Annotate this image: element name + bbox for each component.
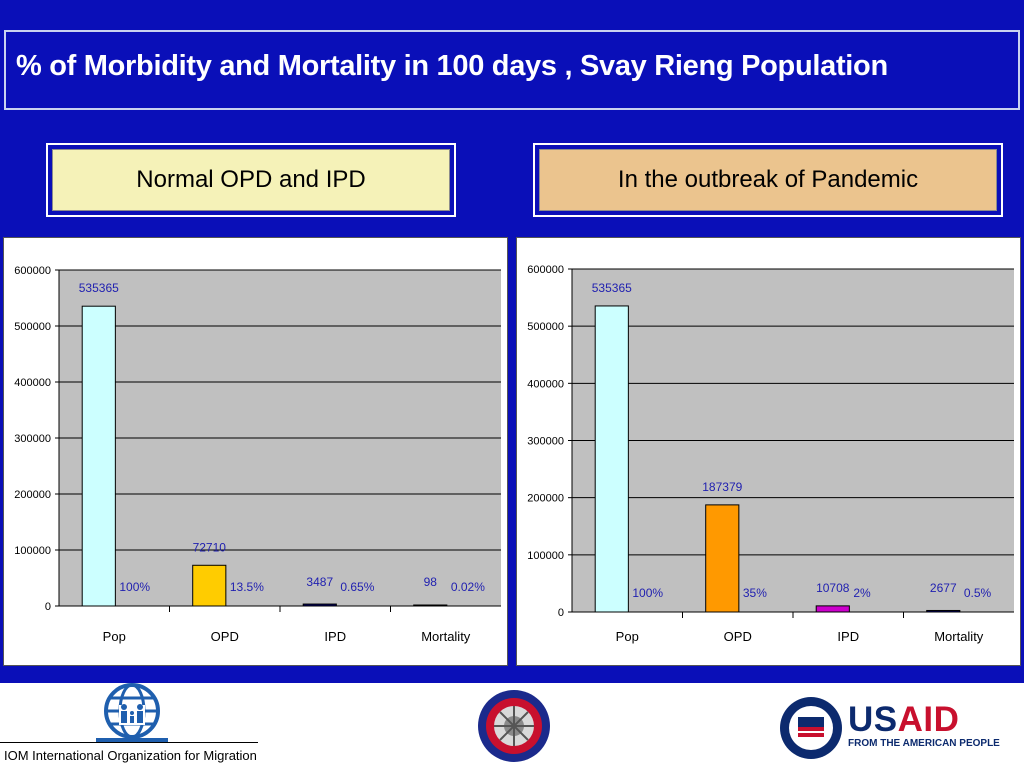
bar-chart-pandemic: 0 100000 200000 300000 400000 500000 600000 Pop…	[527, 264, 1014, 644]
category-label: Mortality	[421, 629, 471, 644]
bar-mortality	[413, 604, 448, 607]
bar-chart-normal: 0 100000 200000 300000 400000 500000 600000 Pop…	[14, 265, 501, 644]
percent-label: 13.5%	[230, 580, 264, 594]
percent-label: 0.5%	[964, 586, 992, 600]
bar-pop	[594, 305, 629, 613]
chart-panel-pandemic: 0 100000 200000 300000 400000 500000 600000 Pop…	[516, 237, 1021, 666]
iom-divider	[0, 742, 258, 743]
subtitle-pandemic: In the outbreak of Pandemic	[539, 149, 997, 211]
percent-label: 2%	[853, 586, 871, 600]
title-box: % of Morbidity and Mortality in 100 days…	[4, 30, 1020, 110]
y-tick-label: 200000	[527, 493, 564, 505]
y-tick-label: 0	[45, 601, 51, 613]
bar-pop	[81, 305, 116, 607]
value-label: 98	[424, 575, 438, 589]
subtitle-box-normal: Normal OPD and IPD	[46, 143, 456, 217]
value-label: 10708	[816, 581, 850, 595]
value-label: 187379	[702, 480, 742, 494]
percent-label: 35%	[743, 586, 767, 600]
chart-panel-normal: 0 100000 200000 300000 400000 500000 600000 Pop…	[3, 237, 508, 666]
category-label: Pop	[103, 629, 126, 644]
category-label: IPD	[324, 629, 346, 644]
iom-caption: IOM International Organization for Migra…	[4, 748, 257, 763]
y-tick-label: 500000	[14, 321, 51, 333]
y-tick-label: 400000	[527, 378, 564, 390]
category-label: IPD	[837, 629, 859, 644]
bar-opd	[705, 504, 740, 613]
footer: USAID FROM THE AMERICAN PEOPLE	[0, 683, 1024, 768]
category-label: OPD	[211, 629, 239, 644]
y-tick-label: 300000	[527, 436, 564, 448]
category-label: Mortality	[934, 629, 984, 644]
subtitle-box-pandemic: In the outbreak of Pandemic	[533, 143, 1003, 217]
usaid-tagline: FROM THE AMERICAN PEOPLE	[848, 738, 1000, 749]
value-label: 535365	[79, 281, 119, 295]
iom-logo-icon	[96, 683, 168, 742]
y-tick-label: 600000	[14, 265, 51, 277]
percent-label: 100%	[632, 586, 663, 600]
y-tick-label: 0	[558, 607, 564, 619]
value-label: 2677	[930, 581, 957, 595]
bar-ipd	[302, 603, 337, 607]
value-label: 3487	[306, 575, 333, 589]
y-tick-label: 300000	[14, 433, 51, 445]
bar-mortality	[926, 609, 961, 613]
category-label: Pop	[616, 629, 639, 644]
y-tick-label: 100000	[527, 550, 564, 562]
slide-title: % of Morbidity and Mortality in 100 days…	[16, 50, 888, 82]
category-label: OPD	[724, 629, 752, 644]
usaid-wordmark-us: US	[848, 700, 898, 739]
bar-opd	[192, 564, 227, 607]
y-tick-label: 600000	[527, 264, 564, 276]
value-label: 535365	[592, 281, 632, 295]
subtitle-normal: Normal OPD and IPD	[52, 149, 450, 211]
percent-label: 0.02%	[451, 580, 485, 594]
percent-label: 0.65%	[340, 580, 374, 594]
bar-ipd	[815, 605, 850, 613]
value-label: 72710	[193, 540, 227, 554]
usaid-wordmark: USAID	[848, 700, 959, 740]
y-tick-label: 500000	[527, 321, 564, 333]
y-tick-label: 100000	[14, 545, 51, 557]
usaid-wordmark-aid: AID	[897, 700, 960, 739]
council-of-ministers-seal-icon	[478, 690, 550, 762]
y-tick-label: 400000	[14, 377, 51, 389]
usaid-seal-icon	[780, 697, 842, 759]
y-tick-label: 200000	[14, 489, 51, 501]
percent-label: 100%	[119, 580, 150, 594]
